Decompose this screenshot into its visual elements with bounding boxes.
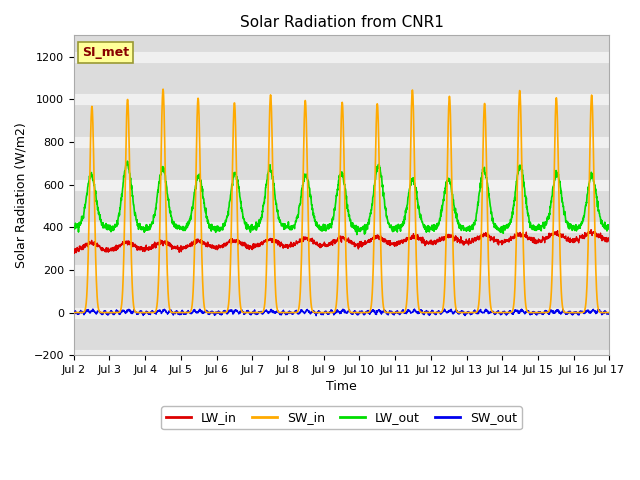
Y-axis label: Solar Radiation (W/m2): Solar Radiation (W/m2) bbox=[15, 122, 28, 268]
Title: Solar Radiation from CNR1: Solar Radiation from CNR1 bbox=[239, 15, 444, 30]
Legend: LW_in, SW_in, LW_out, SW_out: LW_in, SW_in, LW_out, SW_out bbox=[161, 406, 522, 429]
X-axis label: Time: Time bbox=[326, 381, 357, 394]
Text: SI_met: SI_met bbox=[82, 46, 129, 59]
